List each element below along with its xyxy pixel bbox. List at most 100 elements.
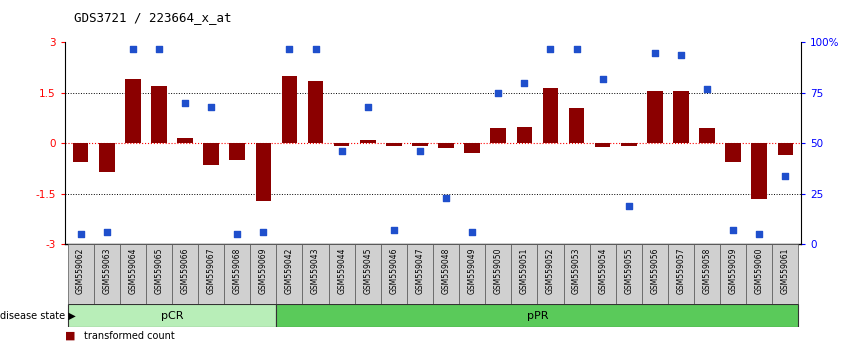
Text: GSM559043: GSM559043 <box>311 247 320 294</box>
Point <box>361 104 375 110</box>
Bar <box>276 304 798 327</box>
Point <box>152 46 166 51</box>
Bar <box>73 143 88 162</box>
Bar <box>752 143 767 199</box>
Point <box>256 229 270 235</box>
Bar <box>538 244 564 304</box>
Bar <box>145 244 172 304</box>
Bar <box>642 244 668 304</box>
Bar <box>120 244 145 304</box>
Point <box>282 46 296 51</box>
Point <box>308 46 322 51</box>
Bar <box>595 143 611 147</box>
Bar <box>464 143 480 154</box>
Text: GSM559069: GSM559069 <box>259 247 268 294</box>
Bar <box>328 244 355 304</box>
Bar <box>307 81 323 143</box>
Text: disease state ▶: disease state ▶ <box>0 311 75 321</box>
Point <box>178 100 192 106</box>
Bar <box>172 244 198 304</box>
Bar <box>407 244 433 304</box>
Bar <box>673 91 688 143</box>
Bar <box>459 244 485 304</box>
Point <box>387 227 401 233</box>
Text: GSM559061: GSM559061 <box>781 247 790 294</box>
Point <box>727 227 740 233</box>
Bar <box>699 128 715 143</box>
Bar <box>721 244 746 304</box>
Point <box>335 149 349 154</box>
Bar <box>125 80 140 143</box>
Point <box>753 232 766 237</box>
Point <box>570 46 584 51</box>
Text: GSM559058: GSM559058 <box>702 247 712 294</box>
Point <box>126 46 139 51</box>
Bar <box>668 244 694 304</box>
Text: GSM559044: GSM559044 <box>337 247 346 294</box>
Bar <box>438 143 454 148</box>
Point <box>674 52 688 57</box>
Bar <box>564 244 590 304</box>
Text: GSM559068: GSM559068 <box>233 247 242 294</box>
Text: GSM559065: GSM559065 <box>154 247 164 294</box>
Point <box>779 173 792 178</box>
Bar <box>151 86 167 143</box>
Bar <box>746 244 772 304</box>
Bar <box>694 244 721 304</box>
Bar <box>224 244 250 304</box>
Point <box>465 229 479 235</box>
Text: GDS3721 / 223664_x_at: GDS3721 / 223664_x_at <box>74 11 231 24</box>
Bar <box>99 143 114 172</box>
Bar <box>333 143 350 146</box>
Point <box>491 90 505 96</box>
Text: GSM559052: GSM559052 <box>546 247 555 294</box>
Bar <box>68 244 94 304</box>
Point <box>100 229 113 235</box>
Bar <box>647 91 662 143</box>
Point <box>230 232 244 237</box>
Bar <box>621 143 637 146</box>
Point <box>413 149 427 154</box>
Text: transformed count: transformed count <box>84 331 175 341</box>
Bar <box>250 244 276 304</box>
Text: pPR: pPR <box>527 311 548 321</box>
Text: ■: ■ <box>65 331 75 341</box>
Text: pCR: pCR <box>161 311 184 321</box>
Bar <box>281 76 297 143</box>
Bar <box>516 127 533 143</box>
Text: GSM559055: GSM559055 <box>624 247 633 294</box>
Text: GSM559063: GSM559063 <box>102 247 111 294</box>
Bar <box>616 244 642 304</box>
Text: GSM559049: GSM559049 <box>468 247 476 294</box>
Point <box>648 50 662 56</box>
Point <box>596 76 610 82</box>
Point <box>622 203 636 209</box>
Bar <box>726 143 741 162</box>
Text: GSM559053: GSM559053 <box>572 247 581 294</box>
Text: GSM559051: GSM559051 <box>520 247 529 294</box>
Bar <box>198 244 224 304</box>
Bar <box>94 244 120 304</box>
Bar <box>302 244 328 304</box>
Point <box>74 232 87 237</box>
Point <box>517 80 531 86</box>
Bar <box>68 304 276 327</box>
Text: GSM559066: GSM559066 <box>180 247 190 294</box>
Bar <box>229 143 245 160</box>
Bar <box>490 128 506 143</box>
Bar <box>178 138 193 143</box>
Point <box>439 195 453 201</box>
Text: GSM559067: GSM559067 <box>207 247 216 294</box>
Text: GSM559062: GSM559062 <box>76 247 85 294</box>
Text: GSM559054: GSM559054 <box>598 247 607 294</box>
Text: GSM559057: GSM559057 <box>676 247 686 294</box>
Bar <box>590 244 616 304</box>
Text: GSM559050: GSM559050 <box>494 247 503 294</box>
Text: GSM559056: GSM559056 <box>650 247 659 294</box>
Bar <box>772 244 798 304</box>
Point <box>544 46 558 51</box>
Point <box>700 86 714 92</box>
Bar <box>386 143 402 146</box>
Bar <box>778 143 793 155</box>
Bar <box>485 244 511 304</box>
